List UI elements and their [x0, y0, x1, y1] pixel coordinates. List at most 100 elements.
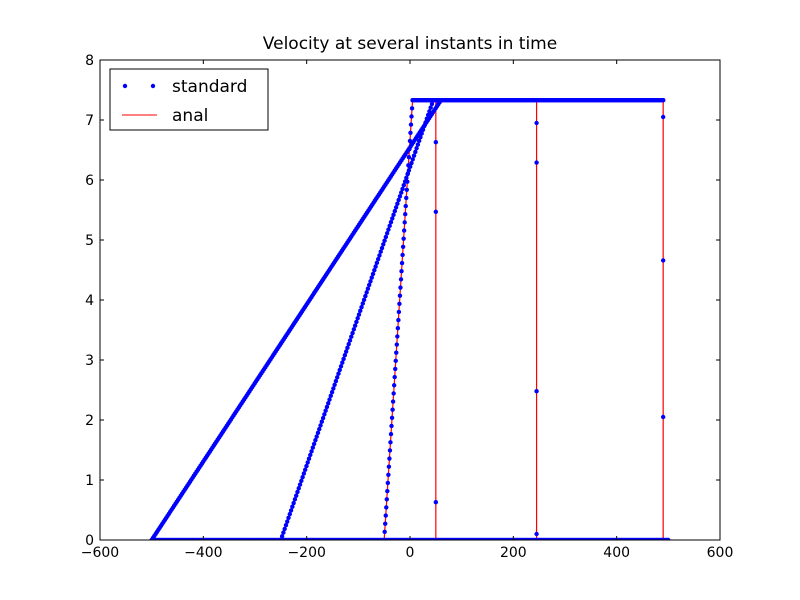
series-standard-point — [361, 297, 367, 302]
legend-marker-standard — [122, 83, 128, 89]
axis-ticks: −600 −400 −200 0 200 400 600 0 1 2 3 4 5 6 7 8 — [81, 53, 734, 561]
y-tick-label: 0 — [85, 533, 94, 549]
series-standard-point — [408, 122, 414, 127]
series-standard-point — [323, 408, 328, 413]
series-standard-point — [279, 534, 285, 539]
series-standard-point — [409, 160, 414, 166]
series-standard-point — [336, 371, 341, 376]
series-standard-point — [351, 327, 357, 332]
y-tick-label: 4 — [85, 293, 94, 309]
series-standard-point — [408, 130, 413, 135]
series-standard-point — [433, 500, 439, 505]
series-standard-point — [346, 341, 351, 347]
series-standard-point — [294, 493, 299, 498]
series-standard-point — [384, 231, 390, 236]
series-standard-point — [395, 334, 400, 339]
legend: standard anal — [109, 68, 269, 131]
legend-label-anal: anal — [172, 106, 208, 126]
series-standard-point — [402, 220, 407, 225]
series-standard-point — [385, 488, 390, 494]
series-standard-point — [395, 201, 400, 206]
series-standard-point — [309, 449, 314, 454]
plot-area — [99, 59, 721, 541]
series-standard-point — [393, 358, 398, 364]
series-standard-point — [416, 138, 422, 144]
series-standard-point — [318, 423, 323, 428]
series-standard-point — [383, 521, 388, 526]
series-standard-point — [354, 319, 359, 325]
series-standard-point — [388, 219, 394, 225]
series-standard-point — [399, 260, 405, 266]
series-standard-point — [385, 480, 391, 486]
series-standard-point — [415, 142, 421, 147]
series-standard-point — [340, 360, 345, 365]
series-standard-point — [306, 456, 312, 461]
series-standard-point — [283, 523, 289, 528]
series-standard-point — [387, 448, 393, 453]
legend-label-standard: standard — [172, 77, 247, 97]
series-standard-point — [401, 183, 406, 188]
series-standard-point — [534, 160, 539, 165]
series-standard-point — [394, 350, 399, 355]
series-standard-point — [319, 419, 325, 424]
series-standard-point — [299, 478, 304, 484]
series-standard-point — [302, 467, 308, 472]
series-standard-point — [389, 415, 395, 421]
series-standard-point — [404, 187, 409, 192]
series-standard-point — [296, 486, 301, 491]
x-tick-label: 400 — [603, 545, 630, 561]
x-tick-label: −200 — [287, 545, 325, 561]
series-standard-point — [534, 120, 539, 126]
series-standard-point — [320, 415, 326, 421]
series-standard-point — [399, 190, 404, 195]
series-standard-point — [379, 245, 385, 251]
series-standard-point — [383, 234, 389, 240]
series-standard-point — [413, 149, 418, 155]
series-standard-point — [390, 216, 395, 221]
series-standard-point — [341, 356, 346, 362]
series-standard-point — [660, 98, 666, 103]
series-standard-point — [660, 414, 666, 420]
series-standard-point — [394, 342, 399, 347]
series-standard-point — [374, 260, 380, 266]
series-standard-point — [365, 286, 371, 291]
series-standard-point — [326, 401, 331, 406]
series-standard-point — [295, 489, 300, 495]
series-standard-point — [666, 537, 671, 540]
series-standard-point — [308, 452, 313, 458]
y-tick-label: 6 — [85, 173, 94, 189]
series-standard-point — [390, 407, 395, 412]
series-standard-point — [381, 242, 386, 247]
y-tick-label: 8 — [85, 53, 94, 69]
series-standard-point — [382, 238, 387, 243]
series-standard-point — [352, 323, 358, 328]
legend-frame — [109, 68, 269, 131]
series-standard-point — [433, 140, 439, 145]
y-tick-label: 2 — [85, 413, 94, 429]
series-standard-point — [403, 203, 408, 209]
series-standard-point — [660, 258, 666, 263]
series-standard-point — [378, 249, 383, 254]
series-standard-point — [402, 179, 408, 184]
series-standard-point — [384, 505, 389, 510]
series-standard-point — [286, 515, 291, 521]
series-standard-point — [331, 386, 336, 391]
x-tick-label: −400 — [184, 545, 222, 561]
series-standard-point — [388, 431, 394, 437]
series-standard-point — [382, 529, 387, 535]
series-standard-point — [534, 389, 539, 394]
series-standard-point — [350, 330, 355, 336]
series-standard-point — [386, 472, 391, 478]
series-standard-point — [334, 375, 340, 380]
series-standard-point — [313, 438, 318, 443]
series-standard-point — [392, 208, 398, 214]
series-standard-point — [398, 277, 404, 282]
series-standard-point — [391, 212, 396, 217]
series-standard-point — [409, 114, 414, 119]
series-standard-point — [282, 526, 287, 532]
series-standard-point — [391, 391, 396, 396]
y-tick-label: 5 — [85, 233, 94, 249]
y-tick-label: 7 — [85, 113, 94, 129]
series-standard-point — [369, 275, 374, 280]
